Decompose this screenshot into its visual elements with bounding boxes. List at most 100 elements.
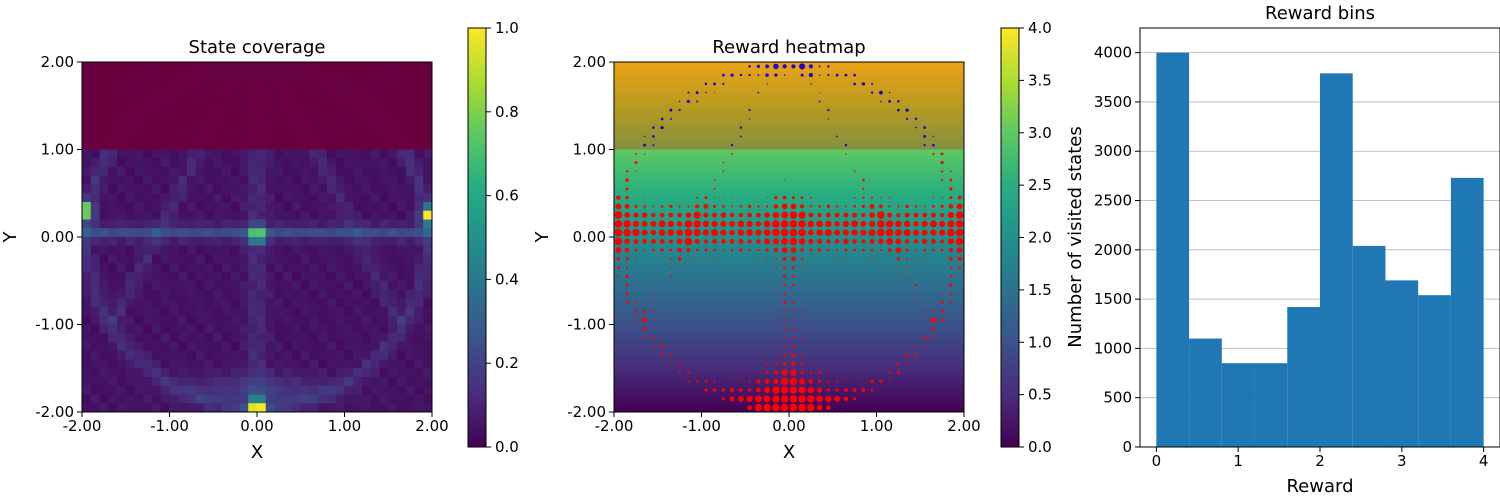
reward-heatmap-point [923, 134, 927, 138]
state-coverage-cell [353, 272, 363, 282]
state-coverage-cell [248, 202, 258, 212]
state-coverage-cell [160, 158, 170, 168]
reward-heatmap-point [660, 125, 664, 130]
state-coverage-cell [414, 368, 424, 378]
state-coverage-cell [204, 368, 214, 378]
state-coverage-cell [222, 333, 232, 343]
reward-heatmap-point [879, 249, 882, 252]
state-coverage-cell [292, 359, 302, 369]
state-coverage-cell [108, 184, 118, 194]
state-coverage-cell [134, 245, 144, 255]
state-coverage-cell [335, 219, 345, 229]
state-coverage-cell [152, 228, 162, 238]
state-coverage-cell [309, 149, 319, 159]
reward-heatmap-point [722, 197, 724, 199]
state-coverage-cell [117, 394, 127, 404]
reward-heatmap-point [940, 309, 944, 313]
reward-bins-bar [1287, 307, 1320, 447]
state-coverage-cell [257, 298, 267, 308]
state-coverage-cell [397, 210, 407, 220]
reward-heatmap-point [923, 345, 926, 348]
state-coverage-cell [248, 167, 258, 177]
reward-heatmap-point [834, 229, 841, 236]
state-coverage-cell [362, 298, 372, 308]
reward-bins-y-tick-label: 0 [1122, 438, 1132, 456]
state-coverage-cell [388, 359, 398, 369]
state-coverage-cell [300, 245, 310, 255]
state-coverage-cell [274, 324, 284, 334]
reward-heatmap-point [660, 353, 664, 357]
state-coverage-cell [204, 228, 214, 238]
reward-heatmap-point [652, 345, 655, 348]
state-coverage-cell [117, 315, 127, 325]
state-coverage-cell [353, 228, 363, 238]
state-coverage-cell [213, 280, 223, 290]
state-coverage-cell [423, 350, 433, 360]
reward-heatmap-point [775, 319, 777, 321]
reward-heatmap-point [763, 220, 771, 228]
state-coverage-cell [117, 403, 127, 413]
state-coverage-cell [134, 333, 144, 343]
state-coverage-cell [265, 333, 275, 343]
reward-heatmap-point [861, 213, 866, 218]
state-coverage-cell [222, 245, 232, 255]
reward-heatmap-point [731, 144, 734, 147]
state-coverage-cell [117, 237, 127, 247]
reward-heatmap-point [774, 196, 778, 200]
state-coverage-cell [204, 333, 214, 343]
state-coverage-cell [405, 394, 415, 404]
reward-heatmap-point [914, 283, 918, 287]
reward-heatmap-point [660, 117, 664, 121]
state-coverage-cell [108, 149, 118, 159]
state-coverage-cell [239, 315, 249, 325]
state-coverage-cell [397, 280, 407, 290]
reward-heatmap-point [773, 378, 779, 385]
state-coverage-cell [309, 350, 319, 360]
reward-heatmap-point [624, 204, 630, 209]
reward-heatmap-point [712, 212, 718, 218]
state-coverage-cell [414, 307, 424, 317]
state-coverage-cell [335, 368, 345, 378]
state-coverage-cell [222, 149, 232, 159]
state-coverage-cell [318, 184, 328, 194]
state-coverage-cell [274, 193, 284, 203]
state-coverage-cell [318, 202, 328, 212]
reward-heatmap-point [763, 403, 771, 412]
state-coverage-cell [230, 254, 240, 264]
reward-heatmap-point [772, 238, 780, 245]
reward-heatmap-point [827, 108, 830, 112]
state-coverage-cell [257, 289, 267, 299]
reward-heatmap-point [810, 83, 812, 85]
state-coverage-cell [309, 307, 319, 317]
state-coverage-cell [300, 315, 310, 325]
state-coverage-cell [414, 385, 424, 395]
state-coverage-cell [134, 175, 144, 185]
state-coverage-cell [335, 333, 345, 343]
state-coverage-cell [397, 272, 407, 282]
state-coverage-cell [405, 245, 415, 255]
state-coverage-cell [318, 403, 328, 413]
reward-heatmap-x-tick-label: -2.00 [595, 417, 634, 435]
reward-heatmap-point [914, 205, 918, 208]
reward-heatmap-point [737, 229, 745, 236]
state-coverage-cell [405, 175, 415, 185]
state-coverage-cell [222, 403, 232, 413]
reward-heatmap-point [800, 362, 804, 366]
reward-heatmap-point [738, 396, 744, 402]
state-coverage-cell [335, 228, 345, 238]
reward-heatmap-point [888, 91, 891, 94]
reward-heatmap-background [614, 62, 964, 412]
state-coverage-cell [90, 394, 100, 404]
state-coverage-cell [134, 377, 144, 387]
state-coverage-cell [152, 280, 162, 290]
state-coverage-cell [414, 289, 424, 299]
state-coverage-cell [397, 175, 407, 185]
reward-heatmap-point [669, 117, 672, 120]
state-coverage-cell [222, 167, 232, 177]
state-coverage-cell [309, 245, 319, 255]
state-coverage-cell [405, 272, 415, 282]
reward-heatmap-point [877, 211, 885, 219]
state-coverage-cell [204, 254, 214, 264]
state-coverage-cell [292, 193, 302, 203]
state-coverage-cell [90, 377, 100, 387]
